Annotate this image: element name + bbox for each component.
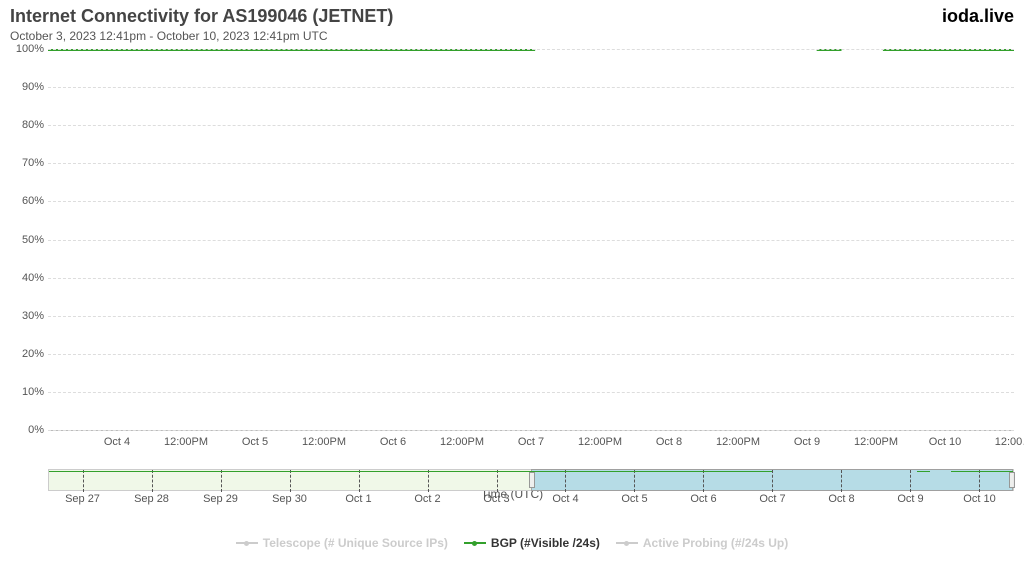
navigator-tick-label: Sep 30: [272, 493, 307, 505]
navigator-tick: [290, 470, 291, 492]
legend-label: Telescope (# Unique Source IPs): [263, 536, 448, 550]
legend-dot-icon: [624, 541, 629, 546]
navigator-track[interactable]: [48, 469, 1014, 491]
navigator-tick-label: Oct 5: [621, 493, 647, 505]
y-tick-label: 80%: [10, 119, 44, 131]
navigator-tick-label: Oct 2: [414, 493, 440, 505]
navigator-handle-right[interactable]: [1009, 472, 1015, 488]
legend-item[interactable]: BGP (#Visible /24s): [464, 536, 600, 550]
navigator[interactable]: Sep 27 Sep 28 Sep 29 Sep 30 Oct 1 Oct 2 Oct 3 O…: [48, 469, 1014, 511]
navigator-tick-label: Oct 3: [483, 493, 509, 505]
navigator-tick: [772, 470, 773, 492]
plot-area[interactable]: 0%10%20%30%40%50%60%70%80%90%100%Oct 412…: [48, 49, 1014, 431]
main-chart[interactable]: 0%10%20%30%40%50%60%70%80%90%100%Oct 412…: [10, 49, 1014, 467]
grid-line: [48, 49, 1014, 50]
navigator-tick: [979, 470, 980, 492]
y-tick-label: 30%: [10, 310, 44, 322]
legend-swatch: [616, 542, 638, 544]
navigator-tick: [83, 470, 84, 492]
navigator-tick-label: Oct 9: [897, 493, 923, 505]
grid-line: [48, 392, 1014, 393]
navigator-tick: [221, 470, 222, 492]
legend: Telescope (# Unique Source IPs) BGP (#Vis…: [0, 533, 1024, 550]
x-tick-label: 12:00…: [995, 436, 1024, 448]
header: Internet Connectivity for AS199046 (JETN…: [0, 0, 1024, 45]
navigator-tick: [565, 470, 566, 492]
legend-item[interactable]: Telescope (# Unique Source IPs): [236, 536, 448, 550]
x-tick-label: Oct 8: [656, 436, 682, 448]
legend-dot-icon: [472, 541, 477, 546]
x-tick-label: 12:00PM: [716, 436, 760, 448]
legend-dot-icon: [244, 541, 249, 546]
navigator-tick-label: Oct 1: [345, 493, 371, 505]
navigator-tick: [359, 470, 360, 492]
grid-line: [48, 125, 1014, 126]
x-tick-label: Oct 4: [104, 436, 130, 448]
navigator-tick: [428, 470, 429, 492]
legend-label: BGP (#Visible /24s): [491, 536, 600, 550]
grid-line: [48, 163, 1014, 164]
grid-line: [48, 240, 1014, 241]
navigator-tick: [910, 470, 911, 492]
navigator-series-segment: [951, 471, 1013, 472]
x-tick-label: 12:00PM: [164, 436, 208, 448]
navigator-tick-label: Sep 27: [65, 493, 100, 505]
x-tick-label: Oct 7: [518, 436, 544, 448]
x-tick-label: 12:00PM: [854, 436, 898, 448]
y-tick-label: 100%: [10, 43, 44, 55]
brand-label: ioda.live: [942, 6, 1014, 27]
x-tick-label: Oct 9: [794, 436, 820, 448]
legend-swatch: [236, 542, 258, 544]
y-tick-label: 50%: [10, 234, 44, 246]
navigator-tick: [703, 470, 704, 492]
navigator-tick-label: Oct 10: [963, 493, 995, 505]
navigator-tick: [841, 470, 842, 492]
y-tick-label: 0%: [10, 424, 44, 436]
legend-label: Active Probing (#/24s Up): [643, 536, 788, 550]
time-range-subtitle: October 3, 2023 12:41pm - October 10, 20…: [10, 29, 393, 43]
y-tick-label: 40%: [10, 272, 44, 284]
navigator-tick: [634, 470, 635, 492]
x-tick-label: 12:00PM: [578, 436, 622, 448]
x-tick-label: 12:00PM: [440, 436, 484, 448]
grid-line: [48, 354, 1014, 355]
navigator-series-segment: [49, 471, 772, 472]
navigator-tick-label: Sep 28: [134, 493, 169, 505]
x-tick-label: 12:00PM: [302, 436, 346, 448]
navigator-handle-left[interactable]: [529, 472, 535, 488]
x-tick-label: Oct 6: [380, 436, 406, 448]
x-tick-label: Oct 5: [242, 436, 268, 448]
x-tick-label: Oct 10: [929, 436, 961, 448]
navigator-tick: [152, 470, 153, 492]
grid-line: [48, 278, 1014, 279]
title-block: Internet Connectivity for AS199046 (JETN…: [10, 6, 393, 43]
grid-line: [48, 87, 1014, 88]
grid-line: [48, 316, 1014, 317]
navigator-series-segment: [917, 471, 931, 472]
navigator-tick-label: Sep 29: [203, 493, 238, 505]
legend-item[interactable]: Active Probing (#/24s Up): [616, 536, 788, 550]
y-tick-label: 70%: [10, 157, 44, 169]
y-tick-label: 60%: [10, 195, 44, 207]
navigator-tick-label: Oct 8: [828, 493, 854, 505]
navigator-tick-label: Oct 7: [759, 493, 785, 505]
navigator-tick-label: Oct 4: [552, 493, 578, 505]
navigator-tick: [497, 470, 498, 492]
page-title: Internet Connectivity for AS199046 (JETN…: [10, 6, 393, 27]
grid-line: [48, 430, 1014, 431]
navigator-tick-label: Oct 6: [690, 493, 716, 505]
y-tick-label: 20%: [10, 348, 44, 360]
y-tick-label: 90%: [10, 81, 44, 93]
grid-line: [48, 201, 1014, 202]
legend-swatch: [464, 542, 486, 544]
y-tick-label: 10%: [10, 386, 44, 398]
